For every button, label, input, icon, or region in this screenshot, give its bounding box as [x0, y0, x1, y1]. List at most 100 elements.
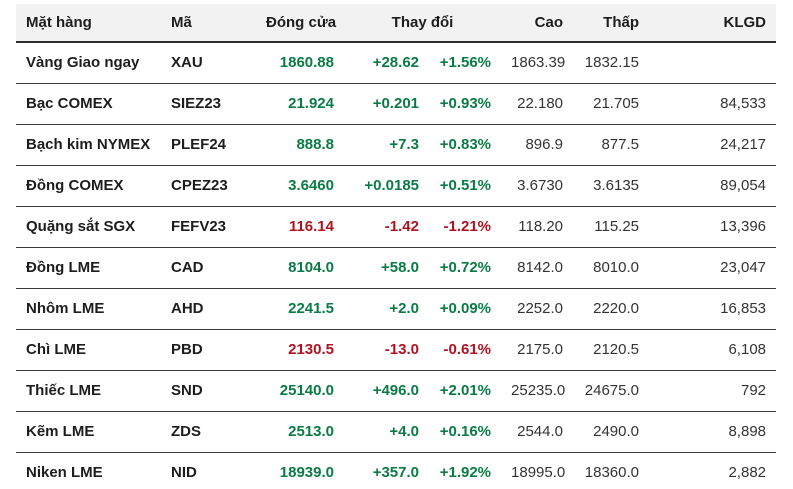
cell-code: NID	[171, 464, 197, 481]
cell-close: 21.924	[256, 83, 344, 125]
cell-low: 115.25	[573, 206, 650, 248]
cell-change-percent: -0.61%	[429, 329, 502, 371]
cell-low: 24675.0	[573, 370, 650, 412]
table-row: Chì LME PBD 2130.5 -13.0 -0.61% 2175.0 2…	[16, 329, 777, 371]
cell-high: 3.6730	[501, 165, 574, 207]
cell-change-percent: +1.92%	[439, 464, 492, 481]
cell-commodity-name: Chì LME	[16, 329, 161, 371]
cell-volume: 24,217	[649, 124, 777, 166]
cell-high: 1863.39	[501, 42, 574, 84]
cell-commodity-name: Niken LME	[26, 464, 103, 481]
cell-change: -13.0	[344, 329, 429, 371]
cell-close: 3.6460	[256, 165, 344, 207]
cell-code: CPEZ23	[161, 165, 256, 207]
cell-close: 2130.5	[256, 329, 344, 371]
cell-close: 2241.5	[256, 288, 344, 330]
cell-change-percent: +2.01%	[429, 370, 502, 412]
table-row: Bạc COMEX SIEZ23 21.924 +0.201 +0.93% 22…	[16, 83, 777, 125]
cell-commodity-name: Đồng COMEX	[16, 165, 161, 207]
commodity-price-table: Mặt hàng Mã Đóng cửa Thay đổi Cao Thấp K…	[16, 4, 777, 489]
cell-change: +7.3	[344, 124, 429, 166]
cell-commodity-name: Quặng sắt SGX	[16, 206, 161, 248]
col-header-code: Mã	[161, 4, 256, 43]
cell-change-percent: +0.51%	[429, 165, 502, 207]
cell-change: +496.0	[344, 370, 429, 412]
cell-change-percent: -1.21%	[429, 206, 502, 248]
table-row: Niken LME NID 18939.0 +357.0 +1.92% 1899…	[16, 453, 776, 489]
col-header-low: Thấp	[573, 4, 650, 43]
cell-high: 2544.0	[501, 411, 574, 453]
cell-close: 25140.0	[256, 370, 344, 412]
table-row: Đồng COMEX CPEZ23 3.6460 +0.0185 +0.51% …	[16, 165, 777, 207]
cell-volume	[649, 42, 777, 84]
cell-high: 2175.0	[501, 329, 574, 371]
col-header-commodity: Mặt hàng	[16, 4, 161, 43]
table-row: Nhôm LME AHD 2241.5 +2.0 +0.09% 2252.0 2…	[16, 288, 777, 330]
cell-commodity-name: Bạch kim NYMEX	[16, 124, 161, 166]
cell-commodity-name: Vàng Giao ngay	[16, 42, 161, 84]
cell-volume: 23,047	[649, 247, 777, 289]
cell-code: SND	[161, 370, 256, 412]
cell-code: AHD	[161, 288, 256, 330]
cell-code: ZDS	[161, 411, 256, 453]
cell-close: 2513.0	[256, 411, 344, 453]
cell-change-percent: +0.83%	[429, 124, 502, 166]
cell-high: 896.9	[501, 124, 574, 166]
cell-volume: 2,882	[728, 464, 767, 481]
cell-high: 2252.0	[501, 288, 574, 330]
cell-low: 2490.0	[573, 411, 650, 453]
cell-change: +58.0	[344, 247, 429, 289]
cell-low: 2220.0	[573, 288, 650, 330]
cell-volume: 89,054	[649, 165, 777, 207]
cell-code: XAU	[161, 42, 256, 84]
cell-commodity-name: Đồng LME	[16, 247, 161, 289]
cell-code: PBD	[161, 329, 256, 371]
table-row: Thiếc LME SND 25140.0 +496.0 +2.01% 2523…	[16, 370, 777, 412]
cell-low: 877.5	[573, 124, 650, 166]
cell-change: +0.201	[344, 83, 429, 125]
cell-change: +0.0185	[344, 165, 429, 207]
cell-volume: 84,533	[649, 83, 777, 125]
col-header-high: Cao	[501, 4, 574, 43]
table-row: Quặng sắt SGX FEFV23 116.14 -1.42 -1.21%…	[16, 206, 777, 248]
table-row: Đồng LME CAD 8104.0 +58.0 +0.72% 8142.0 …	[16, 247, 777, 289]
cell-change: +357.0	[372, 464, 419, 481]
cell-close: 8104.0	[256, 247, 344, 289]
table-row: Bạch kim NYMEX PLEF24 888.8 +7.3 +0.83% …	[16, 124, 777, 166]
cell-volume: 16,853	[649, 288, 777, 330]
cell-change: -1.42	[344, 206, 429, 248]
cell-code: CAD	[161, 247, 256, 289]
cell-change-percent: +0.16%	[429, 411, 502, 453]
cell-close: 888.8	[256, 124, 344, 166]
cell-code: FEFV23	[161, 206, 256, 248]
cell-change-percent: +0.72%	[429, 247, 502, 289]
cell-volume: 8,898	[649, 411, 777, 453]
cell-change: +4.0	[344, 411, 429, 453]
cell-low: 8010.0	[573, 247, 650, 289]
cell-volume: 13,396	[649, 206, 777, 248]
cell-change: +28.62	[344, 42, 429, 84]
cell-low: 1832.15	[573, 42, 650, 84]
cell-high: 8142.0	[501, 247, 574, 289]
cell-high: 22.180	[501, 83, 574, 125]
cell-change-percent: +1.56%	[429, 42, 502, 84]
cell-close: 116.14	[256, 206, 344, 248]
cell-volume: 792	[649, 370, 777, 412]
cell-change-percent: +0.93%	[429, 83, 502, 125]
cell-high: 18995.0	[511, 464, 566, 481]
cell-low: 18360.0	[584, 464, 640, 481]
cell-code: SIEZ23	[161, 83, 256, 125]
table-row: Vàng Giao ngay XAU 1860.88 +28.62 +1.56%…	[16, 42, 777, 84]
header-row: Mặt hàng Mã Đóng cửa Thay đổi Cao Thấp K…	[16, 4, 777, 43]
cell-commodity-name: Kẽm LME	[16, 411, 161, 453]
col-header-close: Đóng cửa	[256, 4, 344, 43]
cell-change-percent: +0.09%	[429, 288, 502, 330]
cell-code: PLEF24	[161, 124, 256, 166]
cell-high: 118.20	[501, 206, 574, 248]
cell-commodity-name: Nhôm LME	[16, 288, 161, 330]
cell-low: 21.705	[573, 83, 650, 125]
cell-low: 2120.5	[573, 329, 650, 371]
cell-close: 18939.0	[279, 464, 334, 481]
cell-high: 25235.0	[501, 370, 574, 412]
